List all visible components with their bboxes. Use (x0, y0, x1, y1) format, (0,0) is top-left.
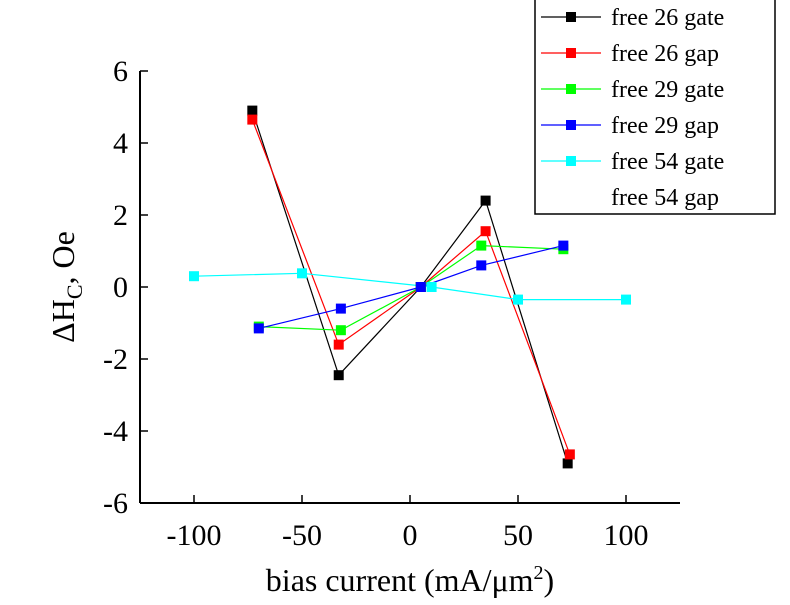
data-point (621, 294, 631, 305)
data-point (333, 339, 344, 350)
data-point (513, 294, 523, 305)
legend-marker (566, 120, 576, 130)
y-tick-label: 6 (113, 55, 128, 88)
legend-marker (566, 84, 576, 94)
x-tick-label: 50 (503, 519, 533, 552)
data-point (476, 240, 487, 251)
data-point (476, 260, 487, 271)
legend: free 26 gate free 26 gap free 29 gate free … (534, 0, 776, 215)
legend-marker (566, 156, 576, 166)
data-point (247, 114, 258, 125)
data-point (564, 449, 575, 460)
data-point (335, 325, 346, 336)
y-tick-label: -6 (103, 487, 128, 520)
y-ticks: -6 -4 -2 0 2 4 6 (103, 55, 148, 520)
data-point (562, 458, 573, 469)
y-tick-label: -4 (103, 415, 128, 448)
y-axis-title: ΔHC, Oe (45, 231, 87, 343)
data-point (247, 105, 258, 116)
series-line-0 (251, 110, 569, 464)
x-tick-label: -50 (282, 519, 322, 552)
series-line-4 (193, 272, 626, 301)
data-point (189, 271, 199, 282)
legend-label: free 26 gap (611, 41, 719, 67)
data-point (297, 268, 307, 279)
legend-label: free 29 gate (611, 77, 724, 103)
x-tick-label: 0 (403, 519, 418, 552)
legend-marker (566, 48, 576, 58)
legend-label: free 29 gap (611, 113, 719, 139)
legend-items: free 26 gate free 26 gap free 29 gate free … (541, 5, 724, 211)
data-point (480, 226, 491, 237)
plot-area: -6 -4 -2 0 2 4 6 -100 -50 0 50 100 (103, 55, 680, 552)
legend-marker (566, 12, 576, 22)
legend-box (534, 0, 776, 215)
data-point (335, 303, 346, 314)
x-axis-title: bias current (mA/μm2) (266, 562, 554, 598)
y-tick-label: 4 (113, 127, 128, 160)
data-point (558, 240, 569, 251)
y-tick-label: 0 (113, 271, 128, 304)
x-tick-label: 100 (604, 519, 649, 552)
series-line-1 (251, 119, 571, 455)
data-point (415, 282, 426, 292)
x-ticks: -100 -50 0 50 100 (167, 495, 649, 552)
x-tick-label: -100 (167, 519, 222, 552)
data-point (253, 323, 264, 334)
data-point (333, 370, 344, 381)
series-points (189, 105, 631, 469)
legend-label: free 54 gap (611, 185, 719, 211)
y-tick-label: 2 (113, 199, 128, 232)
legend-label: free 54 gate (611, 149, 724, 175)
data-point (480, 195, 491, 206)
legend-label: free 26 gate (611, 5, 724, 31)
y-tick-label: -2 (103, 343, 128, 376)
data-point (426, 282, 437, 292)
